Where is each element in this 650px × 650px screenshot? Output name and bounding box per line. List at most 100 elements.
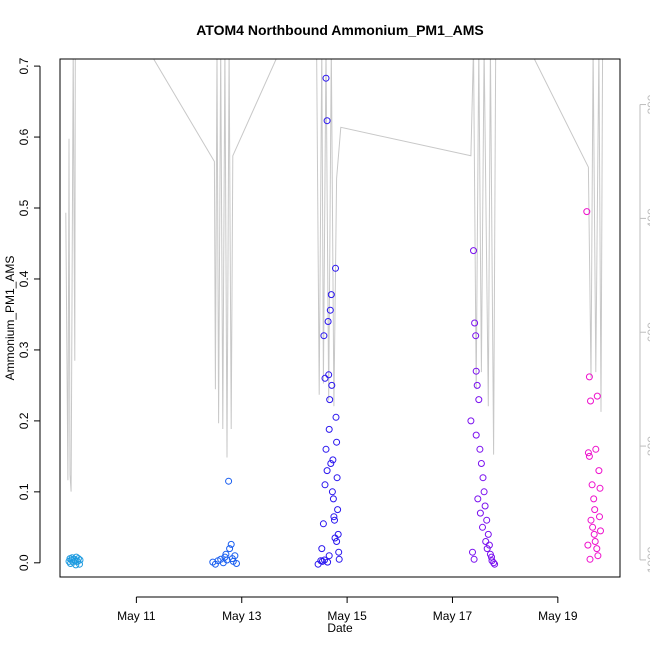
data-point xyxy=(334,530,342,538)
data-point xyxy=(321,481,329,489)
data-point xyxy=(320,332,328,340)
data-point xyxy=(594,552,602,560)
x-tick-label: May 15 xyxy=(327,609,367,623)
x-axis-label: Date xyxy=(327,621,353,635)
data-point xyxy=(484,530,492,538)
data-point xyxy=(479,474,487,482)
data-point xyxy=(469,548,476,556)
data-point xyxy=(327,291,335,299)
data-point xyxy=(467,417,475,425)
data-point xyxy=(321,374,329,382)
x-tick-label: May 13 xyxy=(222,609,262,623)
y2-tick-label: 600 xyxy=(645,322,650,342)
data-point xyxy=(586,555,594,563)
data-point xyxy=(485,541,493,549)
series-flight-may17 xyxy=(467,247,499,568)
data-point xyxy=(76,556,84,564)
data-point xyxy=(329,456,337,464)
data-point xyxy=(332,413,340,421)
data-point xyxy=(472,431,480,439)
data-point xyxy=(226,545,234,553)
data-point xyxy=(333,538,341,545)
data-point xyxy=(231,552,239,560)
data-point xyxy=(333,438,341,446)
data-point xyxy=(233,560,240,567)
data-point xyxy=(326,306,334,314)
data-point xyxy=(590,495,598,503)
series-flight-may14 xyxy=(314,74,343,568)
data-point xyxy=(476,445,484,453)
data-point xyxy=(473,381,481,389)
data-point xyxy=(587,397,594,405)
chart-title: ATOM4 Northbound Ammonium_PM1_AMS xyxy=(196,22,484,38)
altitude-series xyxy=(65,59,604,492)
data-point xyxy=(491,560,499,568)
data-point xyxy=(331,534,339,542)
data-point xyxy=(595,467,603,475)
data-point xyxy=(335,555,343,563)
data-point xyxy=(72,561,80,569)
data-point xyxy=(322,445,330,453)
data-point xyxy=(593,545,601,553)
y-tick-label: 0.3 xyxy=(17,341,31,358)
data-point xyxy=(480,488,488,496)
data-point xyxy=(324,318,332,325)
data-point xyxy=(474,495,482,503)
data-point xyxy=(325,371,333,379)
y2-tick-label: 800 xyxy=(645,436,650,456)
data-point xyxy=(322,74,330,82)
x-tick-label: May 19 xyxy=(538,609,578,623)
data-point xyxy=(483,545,491,553)
data-point xyxy=(328,488,336,496)
data-point xyxy=(591,506,599,514)
x-tick-label: May 17 xyxy=(433,609,473,623)
data-point xyxy=(323,117,331,125)
data-point xyxy=(470,555,478,563)
data-point xyxy=(472,367,480,375)
data-point xyxy=(481,502,489,510)
data-point xyxy=(488,553,495,561)
y-tick-label: 0.5 xyxy=(17,199,31,216)
data-point xyxy=(593,392,601,400)
data-point xyxy=(583,208,591,216)
data-point xyxy=(592,445,600,453)
data-point xyxy=(333,474,341,482)
data-point xyxy=(329,495,337,503)
data-point xyxy=(227,540,235,548)
scatter-points xyxy=(65,74,604,569)
data-point xyxy=(476,509,484,517)
data-point xyxy=(590,530,598,538)
data-point xyxy=(584,541,592,549)
data-point xyxy=(585,452,593,460)
y2-tick-label: 400 xyxy=(645,208,650,228)
y-tick-label: 0.6 xyxy=(17,128,31,145)
data-point xyxy=(330,513,338,521)
data-point xyxy=(325,552,333,560)
data-point xyxy=(596,513,603,521)
data-point xyxy=(470,247,477,255)
series-flight-may19 xyxy=(583,208,604,563)
data-point xyxy=(323,467,331,475)
axes: May 11 May 13 May 15 May 17 May 19 0.0 0.1 0.2 0… xyxy=(17,57,650,623)
x-tick-label: May 11 xyxy=(117,609,156,623)
data-point xyxy=(334,506,342,514)
data-point xyxy=(585,373,593,381)
data-point xyxy=(596,484,604,492)
data-point xyxy=(76,560,83,568)
data-point xyxy=(319,520,327,528)
data-point xyxy=(326,396,334,404)
data-point xyxy=(479,523,486,531)
y-tick-label: 0.4 xyxy=(17,270,31,287)
data-point xyxy=(475,396,483,404)
plot-frame xyxy=(59,58,621,578)
y-tick-label: 0.2 xyxy=(17,412,31,429)
data-point xyxy=(587,516,595,524)
data-point xyxy=(584,449,592,457)
data-point xyxy=(225,477,233,485)
series-flight-may10 xyxy=(65,553,84,569)
data-point xyxy=(335,548,343,556)
data-point xyxy=(588,481,596,489)
y-tick-label: 0.0 xyxy=(17,554,31,571)
y-tick-label: 0.1 xyxy=(17,483,31,500)
